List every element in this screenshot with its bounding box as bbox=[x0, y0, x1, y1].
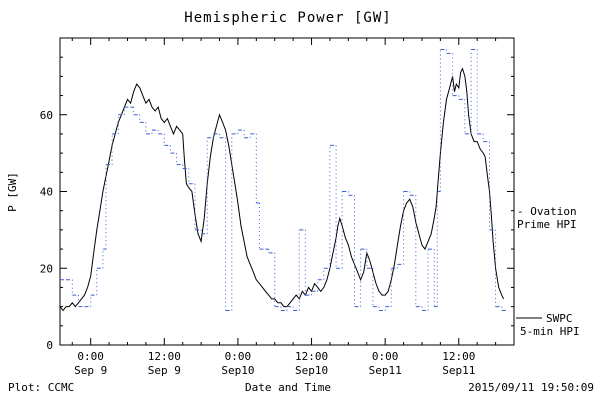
y-tick-label: 20 bbox=[40, 262, 53, 275]
legend-ovation-line2: Prime HPI bbox=[517, 218, 577, 231]
x-axis-title: Date and Time bbox=[245, 381, 331, 394]
x-tick-label-date: Sep10 bbox=[221, 364, 254, 377]
legend-swpc-line2: 5-min HPI bbox=[520, 325, 580, 338]
x-tick-label-time: 0:00 bbox=[372, 350, 399, 363]
series-swpc-line bbox=[60, 67, 505, 312]
plot-box bbox=[59, 37, 515, 346]
plot-timestamp: 2015/09/11 19:50:09 bbox=[468, 381, 594, 394]
y-tick-label: 40 bbox=[40, 186, 53, 199]
legend-swpc-line1: SWPC bbox=[546, 312, 573, 325]
x-tick-label-date: Sep10 bbox=[295, 364, 328, 377]
x-tick-label-date: Sep11 bbox=[442, 364, 475, 377]
legend-ovation-line1: - Ovation bbox=[517, 205, 577, 218]
y-tick-label: 60 bbox=[40, 109, 53, 122]
series-ovation-risers bbox=[71, 49, 503, 311]
series-ovation-steps bbox=[60, 49, 506, 311]
x-tick-label-time: 12:00 bbox=[442, 350, 475, 363]
y-tick-label: 0 bbox=[46, 339, 53, 352]
y-axis-title: P [GW] bbox=[6, 172, 19, 212]
x-tick-label-date: Sep 9 bbox=[74, 364, 107, 377]
x-tick-label-time: 0:00 bbox=[77, 350, 104, 363]
plot-source-label: Plot: CCMC bbox=[8, 381, 74, 394]
series-layer bbox=[60, 49, 506, 312]
x-tick-label-time: 12:00 bbox=[148, 350, 181, 363]
x-tick-label-date: Sep 9 bbox=[148, 364, 181, 377]
x-tick-label-date: Sep11 bbox=[369, 364, 402, 377]
x-tick-label-time: 12:00 bbox=[295, 350, 328, 363]
chart-title: Hemispheric Power [GW] bbox=[184, 10, 391, 26]
x-tick-label-time: 0:00 bbox=[225, 350, 252, 363]
